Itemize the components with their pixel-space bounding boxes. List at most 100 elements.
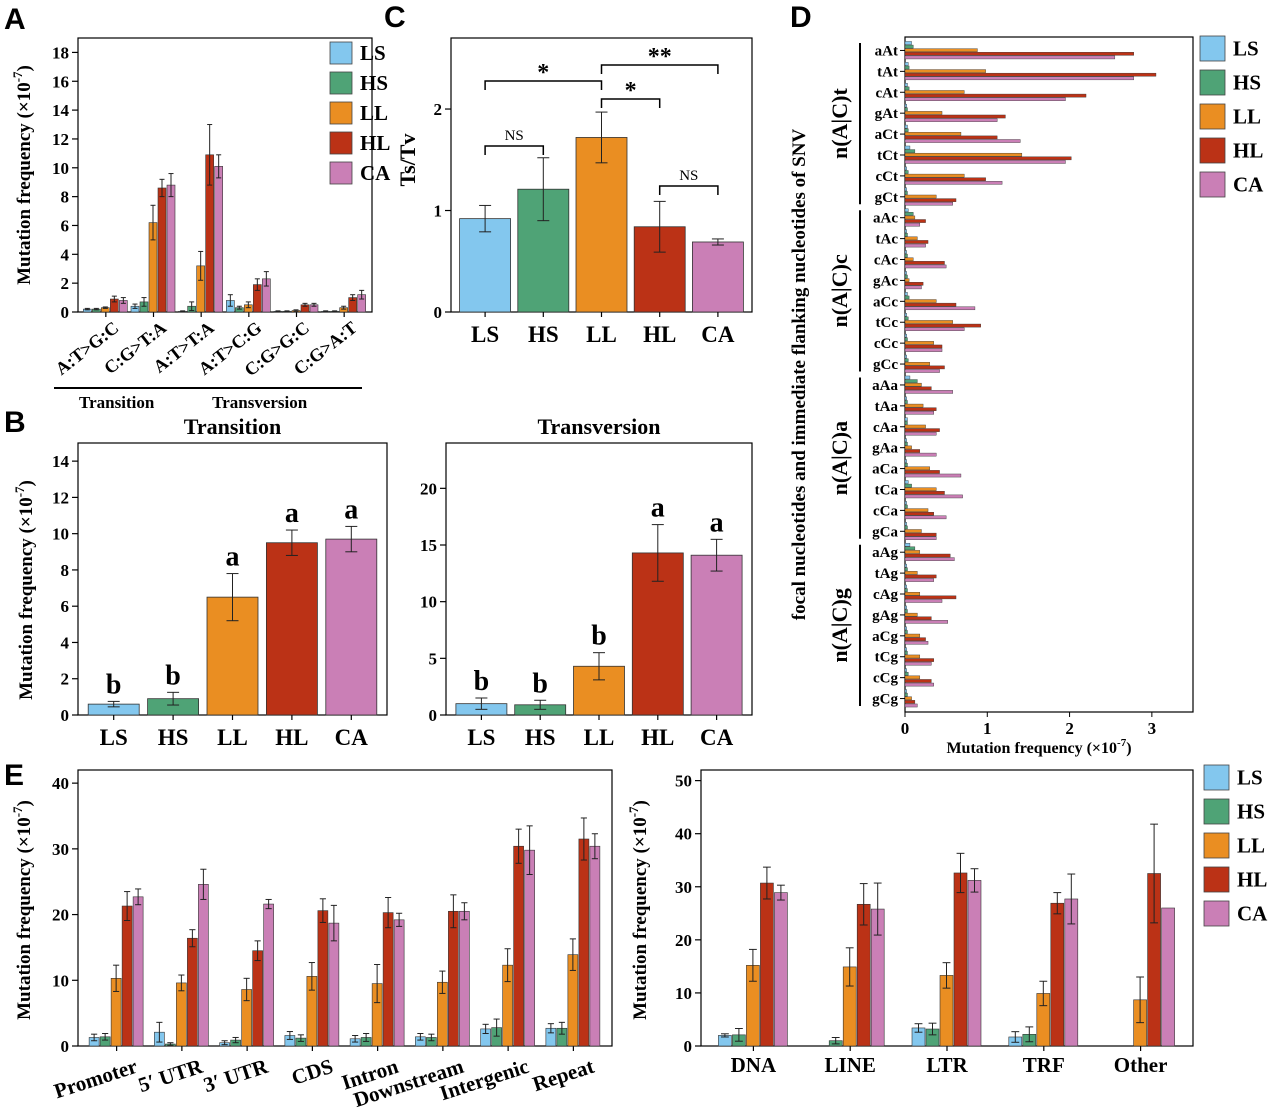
- bar-hs: [904, 525, 908, 530]
- bar-ca: [904, 243, 926, 248]
- y-tick-label: 0: [429, 706, 438, 725]
- significance-letter: b: [165, 660, 181, 691]
- bar-hs: [904, 442, 908, 446]
- bar-hl: [1050, 902, 1065, 1047]
- bar-ll: [904, 508, 929, 512]
- y-tick-label: 2: [434, 100, 443, 119]
- legend-swatch-hs: [1199, 69, 1226, 96]
- bar-hs: [904, 233, 908, 237]
- legend-label-hl: HL: [360, 131, 390, 155]
- y-category-label: tCg: [875, 650, 899, 666]
- bar-ca: [904, 76, 1134, 81]
- y-tick-label: 0: [61, 1037, 70, 1056]
- legend-swatch-ll: [329, 101, 353, 125]
- y-tick-label: 10: [675, 984, 692, 1003]
- bar-ca: [904, 431, 937, 436]
- panel-letter-a: A: [4, 3, 26, 36]
- y-tick-label: 30: [675, 878, 692, 897]
- y-tick-label: 4: [61, 245, 70, 264]
- legend-swatch-ca: [329, 161, 353, 185]
- bar-ca: [459, 910, 470, 1047]
- legend-swatch-hl: [1199, 137, 1226, 164]
- group-label: Transition: [79, 393, 155, 412]
- y-category-label: gCc: [873, 357, 898, 373]
- significance-letter: b: [591, 621, 607, 652]
- bar-hs: [904, 630, 908, 634]
- x-category-label: DNA: [731, 1053, 777, 1077]
- bar-ca: [198, 884, 209, 1047]
- y-tick-label: 20: [675, 931, 692, 950]
- y-axis-label: Mutation frequency (×10-7): [10, 65, 35, 285]
- bar-hl: [578, 838, 590, 1047]
- bar-ca: [904, 452, 937, 457]
- bar-hl: [121, 905, 133, 1047]
- legend-swatch-ls: [1199, 35, 1226, 62]
- y-category-label: cCc: [874, 336, 898, 352]
- bar-hs: [904, 483, 912, 488]
- x-category-label: LS: [467, 725, 495, 750]
- y-axis-label-close: ): [14, 65, 35, 71]
- significance-bracket: [484, 145, 545, 155]
- legend-label-ls: LS: [1237, 766, 1263, 790]
- y-axis-label: Mutation frequency (×10-7): [12, 480, 37, 700]
- bar-ca: [904, 620, 948, 624]
- bar-ll: [904, 529, 922, 533]
- bar-ca: [967, 880, 982, 1047]
- bar-ca: [904, 327, 965, 331]
- bar-ll: [904, 111, 943, 115]
- bar-hl: [904, 156, 1072, 161]
- plot-frame: [77, 769, 613, 1047]
- bar-ll: [904, 675, 921, 680]
- legend-label-ll: LL: [1237, 834, 1265, 858]
- x-category-label: HS: [528, 322, 559, 347]
- y-tick-label: 14: [52, 101, 70, 120]
- bar-hl: [904, 282, 924, 286]
- bar-hs: [904, 295, 910, 300]
- bar-ca: [692, 241, 744, 313]
- panel-title: Transversion: [537, 414, 660, 439]
- significance-letter: a: [710, 507, 724, 538]
- bar-ll: [904, 278, 910, 282]
- bar-ll: [904, 612, 918, 617]
- bar-hs: [904, 170, 909, 174]
- bar-hs: [904, 400, 908, 404]
- bar-hl: [157, 187, 167, 313]
- bar-hl: [904, 491, 945, 495]
- bar-ca: [904, 369, 940, 373]
- bar-hs: [904, 692, 908, 697]
- significance-letter: b: [532, 668, 548, 699]
- bar-hl: [904, 72, 1157, 77]
- x-category-label: HL: [275, 725, 308, 750]
- significance-letter: a: [344, 494, 358, 525]
- bar-ll: [904, 382, 922, 387]
- bar-ls: [904, 103, 907, 108]
- bar-ca: [690, 554, 743, 716]
- significance-letter: b: [474, 666, 490, 697]
- y-category-label: cAt: [876, 85, 899, 101]
- bar-hl: [904, 344, 943, 349]
- bar-hl: [904, 302, 957, 307]
- bar-ls: [904, 689, 907, 693]
- significance-label: NS: [679, 168, 698, 184]
- bar-ls: [904, 459, 907, 463]
- y-tick-label: 20: [420, 479, 437, 498]
- x-tick-label: 3: [1148, 719, 1157, 738]
- legend-swatch-hs: [329, 71, 353, 95]
- legend-label-ls: LS: [1233, 37, 1259, 61]
- bar-ca: [904, 411, 934, 415]
- y-axis-label-exponent: -7: [10, 806, 25, 817]
- bar-hl: [904, 198, 957, 202]
- bar-hl: [904, 219, 926, 223]
- y-category-label: gAg: [872, 608, 898, 624]
- bar-ls: [904, 354, 907, 359]
- bar-hs: [904, 358, 909, 362]
- bar-ls: [904, 605, 907, 610]
- bar-hl: [187, 937, 198, 1047]
- y-tick-label: 14: [52, 452, 70, 471]
- x-category-label: LS: [100, 725, 128, 750]
- bar-ca: [904, 97, 1066, 101]
- y-tick-label: 5: [429, 649, 438, 668]
- bar-ls: [904, 501, 907, 505]
- bar-hl: [904, 323, 981, 328]
- bar-ca: [328, 922, 340, 1047]
